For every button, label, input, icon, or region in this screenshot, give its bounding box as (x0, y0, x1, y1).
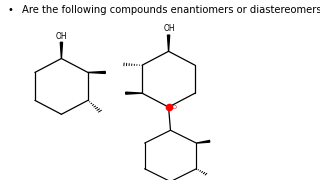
Polygon shape (167, 35, 170, 51)
Text: •: • (7, 5, 13, 15)
Text: OH: OH (56, 31, 68, 40)
Text: OH: OH (163, 24, 175, 33)
Polygon shape (88, 71, 105, 73)
Text: O: O (172, 105, 176, 110)
Polygon shape (60, 42, 62, 58)
Polygon shape (126, 92, 142, 94)
Text: Are the following compounds enantiomers or diastereomers?: Are the following compounds enantiomers … (22, 5, 320, 15)
Polygon shape (196, 141, 210, 143)
